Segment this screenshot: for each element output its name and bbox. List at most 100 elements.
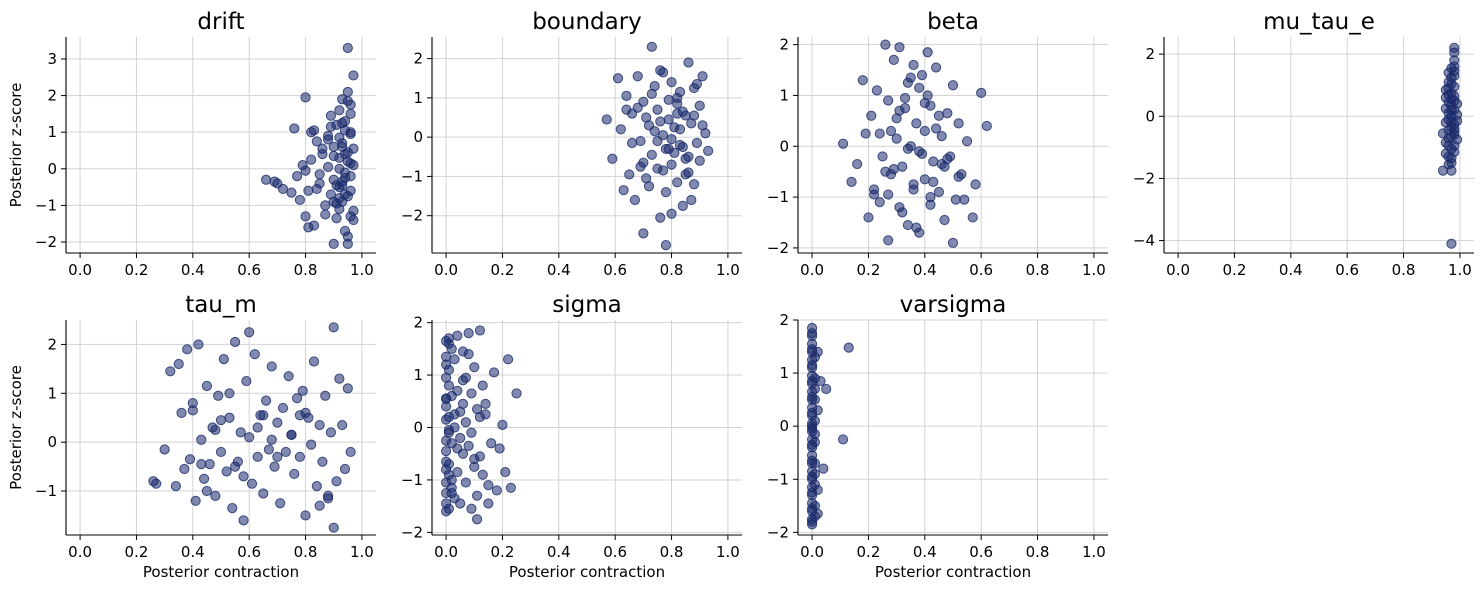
data-point: [1440, 137, 1451, 148]
x-tick-label: 0.2: [857, 261, 881, 279]
x-tick-label: 0.6: [1335, 261, 1359, 279]
y-tick-label: 3: [47, 50, 57, 68]
x-tick-label: 0.4: [181, 261, 205, 279]
data-point: [911, 118, 922, 129]
data-point: [348, 70, 359, 81]
data-point: [688, 179, 700, 190]
data-point: [196, 434, 207, 445]
data-point: [463, 440, 474, 451]
data-point: [345, 127, 356, 138]
x-tick-label: 0.0: [68, 543, 92, 561]
data-point: [894, 105, 905, 116]
data-point: [331, 213, 342, 224]
data-point: [621, 104, 632, 115]
data-point: [466, 427, 477, 438]
x-tick-label: 0.8: [660, 543, 684, 561]
data-point: [919, 125, 930, 137]
data-point: [334, 192, 345, 204]
data-point: [914, 82, 925, 93]
data-point: [911, 222, 922, 233]
data-point: [345, 211, 356, 222]
y-tick-label: 1: [413, 89, 423, 107]
data-point: [460, 372, 471, 383]
data-point: [812, 484, 823, 495]
data-point: [337, 117, 348, 129]
data-point: [452, 385, 463, 396]
panel-title: varsigma: [900, 292, 1007, 318]
data-point: [601, 114, 612, 125]
data-point: [652, 104, 663, 115]
data-point: [452, 443, 463, 454]
data-point: [615, 124, 626, 135]
data-point: [272, 451, 283, 462]
data-point: [249, 349, 260, 360]
data-point: [443, 425, 455, 436]
data-point: [224, 388, 235, 399]
data-point: [511, 388, 522, 399]
data-point: [916, 70, 928, 81]
data-point: [201, 380, 213, 392]
x-tick-label: 0.6: [237, 543, 261, 561]
data-point: [337, 180, 348, 191]
data-point: [300, 211, 311, 222]
data-point: [474, 325, 486, 336]
data-point: [809, 415, 821, 426]
data-point: [466, 503, 477, 514]
data-point: [342, 95, 353, 107]
data-point: [210, 490, 221, 502]
data-point: [629, 194, 641, 206]
panel-title: sigma: [552, 292, 621, 318]
data-point: [672, 92, 683, 103]
data-point: [289, 468, 300, 480]
y-tick-label: 2: [413, 50, 423, 68]
y-tick-label: −2: [767, 523, 789, 541]
x-tick-label: 0.8: [294, 543, 318, 561]
data-point: [325, 121, 337, 132]
data-point: [691, 79, 703, 90]
data-point: [303, 185, 314, 196]
y-axis-title: Posterior z-score: [7, 365, 25, 490]
data-point: [812, 346, 823, 357]
data-point: [666, 208, 677, 219]
data-point: [505, 482, 517, 493]
panel-title: mu_tau_e: [1263, 9, 1375, 35]
data-point: [289, 123, 300, 134]
data-point: [342, 231, 353, 242]
data-point: [235, 427, 246, 438]
data-point: [277, 183, 289, 195]
y-tick-label: 0: [779, 417, 789, 435]
data-point: [229, 336, 241, 348]
data-point: [463, 348, 474, 360]
data-point: [666, 77, 677, 88]
y-tick-label: 2: [1145, 45, 1155, 63]
data-point: [170, 481, 182, 492]
data-point: [883, 235, 894, 246]
y-tick-label: −1: [401, 167, 423, 185]
data-point: [1443, 114, 1454, 125]
data-point: [694, 155, 705, 166]
data-point: [342, 86, 353, 98]
data-point: [646, 88, 657, 100]
data-point: [218, 353, 229, 365]
data-point: [440, 393, 452, 404]
data-point: [947, 237, 959, 248]
x-tick-label: 1.0: [716, 543, 740, 561]
data-point: [238, 471, 249, 482]
data-point: [339, 149, 351, 160]
panel-boundary: 0.0 0.2 0.4 0.6 0.8 1.0 −2 −1 0 1 2 boundary: [401, 9, 742, 279]
data-point: [874, 197, 885, 208]
x-tick-label: 0.6: [969, 261, 993, 279]
data-point: [331, 476, 342, 487]
x-tick-label: 0.8: [1026, 261, 1050, 279]
data-point: [483, 480, 494, 491]
y-tick-label: 2: [413, 314, 423, 332]
data-point: [976, 87, 987, 99]
data-point: [697, 120, 708, 131]
data-point: [649, 126, 660, 137]
data-point: [1449, 90, 1460, 102]
data-point: [928, 156, 939, 167]
data-point: [339, 463, 351, 475]
y-tick-label: 1: [779, 86, 789, 104]
x-tick-label: 0.2: [125, 261, 149, 279]
y-tick-label: 0: [779, 137, 789, 155]
